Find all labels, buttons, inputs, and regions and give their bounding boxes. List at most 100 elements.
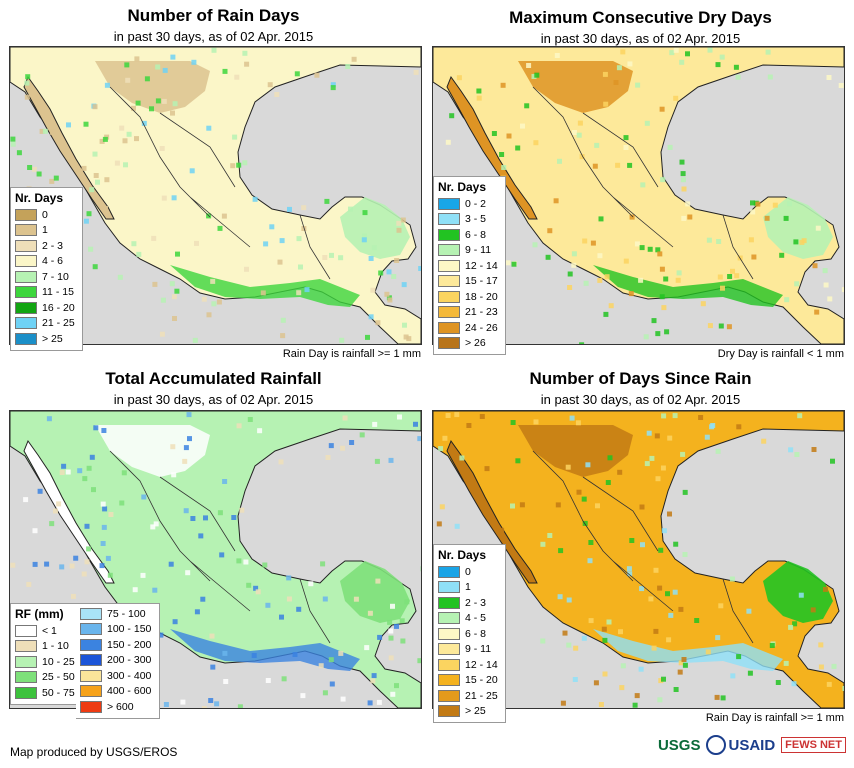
map-cell	[607, 455, 613, 461]
map-cell	[231, 515, 237, 520]
map-cell	[718, 603, 724, 609]
legend-swatch	[438, 259, 460, 272]
map-cell	[533, 419, 539, 425]
map-cell	[175, 251, 180, 257]
map-cell	[567, 271, 573, 277]
map-cell	[209, 633, 215, 639]
legend-swatch	[438, 689, 460, 702]
legend-swatch	[438, 244, 460, 257]
map-cell	[679, 159, 685, 165]
map-cell	[26, 581, 32, 587]
map-cell	[540, 638, 546, 644]
legend-item: 100 - 150	[80, 622, 155, 638]
legend-item: 2 - 3	[438, 595, 501, 611]
legend-label: 75 - 100	[107, 607, 146, 620]
map-cell	[374, 458, 380, 464]
map-cell	[396, 220, 402, 226]
map-cell	[694, 618, 700, 623]
land-mexico	[433, 47, 844, 344]
country-borders	[109, 86, 331, 280]
map-cell	[583, 280, 589, 286]
map-cell	[322, 255, 328, 260]
legend-item: 6 - 8	[438, 626, 501, 642]
map-cell	[189, 168, 195, 174]
legend-label: 1 - 10	[42, 640, 69, 653]
map-cell	[172, 101, 178, 107]
map-cell	[24, 80, 30, 86]
panel-subtitle: in past 30 days, as of 02 Apr. 2015	[540, 392, 741, 407]
legend-item: 4 - 5	[438, 611, 501, 627]
map-cell	[687, 214, 693, 220]
map-cell	[361, 237, 367, 243]
map-cell	[595, 503, 600, 509]
map-cell	[718, 323, 724, 329]
map-cell	[371, 245, 377, 251]
legend-swatch	[438, 213, 460, 226]
map-cell	[53, 508, 58, 514]
map-cell	[349, 440, 355, 445]
map-cell	[515, 145, 521, 151]
map-cell	[329, 681, 335, 687]
map-cell	[378, 270, 384, 276]
map-cell	[174, 288, 180, 294]
map-cell	[397, 414, 402, 420]
map-cell	[510, 420, 516, 425]
map-cell	[623, 258, 629, 264]
map-cell	[569, 415, 575, 421]
map-cell	[210, 278, 216, 284]
map-cell	[613, 80, 619, 85]
legend-label: 9 - 11	[465, 643, 492, 656]
map-cell	[269, 224, 275, 230]
legend-item: 25 - 50	[15, 670, 78, 686]
map-cell	[402, 322, 407, 328]
map-cell	[192, 337, 198, 343]
map-cell	[627, 571, 633, 577]
map-cell	[685, 201, 691, 207]
map-cell	[99, 563, 105, 569]
map-cell	[399, 618, 405, 624]
map-cell	[653, 567, 659, 573]
legend-item: > 25	[438, 704, 501, 720]
region-south	[170, 265, 360, 307]
map-cell	[823, 586, 828, 592]
map-cell	[394, 623, 399, 629]
legend-swatch	[438, 228, 460, 241]
legend-label: 50 - 75	[42, 686, 75, 699]
legend-item: 18 - 20	[438, 289, 501, 305]
map-cell	[571, 262, 577, 268]
map-cell	[123, 162, 128, 168]
map-cell	[388, 457, 394, 463]
map-cell	[222, 68, 228, 74]
map-cell	[660, 177, 666, 183]
map-cell	[533, 140, 539, 146]
map-cell	[320, 561, 326, 567]
map-cell	[532, 242, 538, 248]
map-cell	[627, 162, 633, 168]
map-cell	[263, 241, 269, 247]
legend-item: < 1	[15, 623, 78, 639]
map-cell	[499, 152, 505, 157]
map-cell	[715, 635, 721, 641]
map-cell	[710, 423, 716, 428]
map-cell	[221, 213, 227, 219]
map-cell	[49, 178, 55, 184]
legend-label: 1	[465, 581, 471, 594]
map-cell	[367, 610, 373, 616]
map-cell	[328, 443, 334, 449]
map-cell	[602, 671, 608, 677]
map-cell	[582, 238, 588, 244]
panel-title: Number of Rain Days	[127, 6, 300, 25]
map-cell	[597, 253, 603, 259]
map-cell	[572, 677, 578, 682]
map-cell	[454, 412, 460, 418]
map-cell	[436, 521, 442, 527]
map-cell	[244, 266, 249, 272]
map-cell	[86, 546, 92, 552]
map-cell	[700, 301, 706, 307]
map-cell	[84, 559, 90, 565]
map-cell	[655, 331, 661, 337]
map-cell	[91, 487, 96, 493]
legend-swatch	[438, 643, 460, 656]
map-cell	[236, 558, 242, 564]
map-cell	[131, 241, 137, 247]
